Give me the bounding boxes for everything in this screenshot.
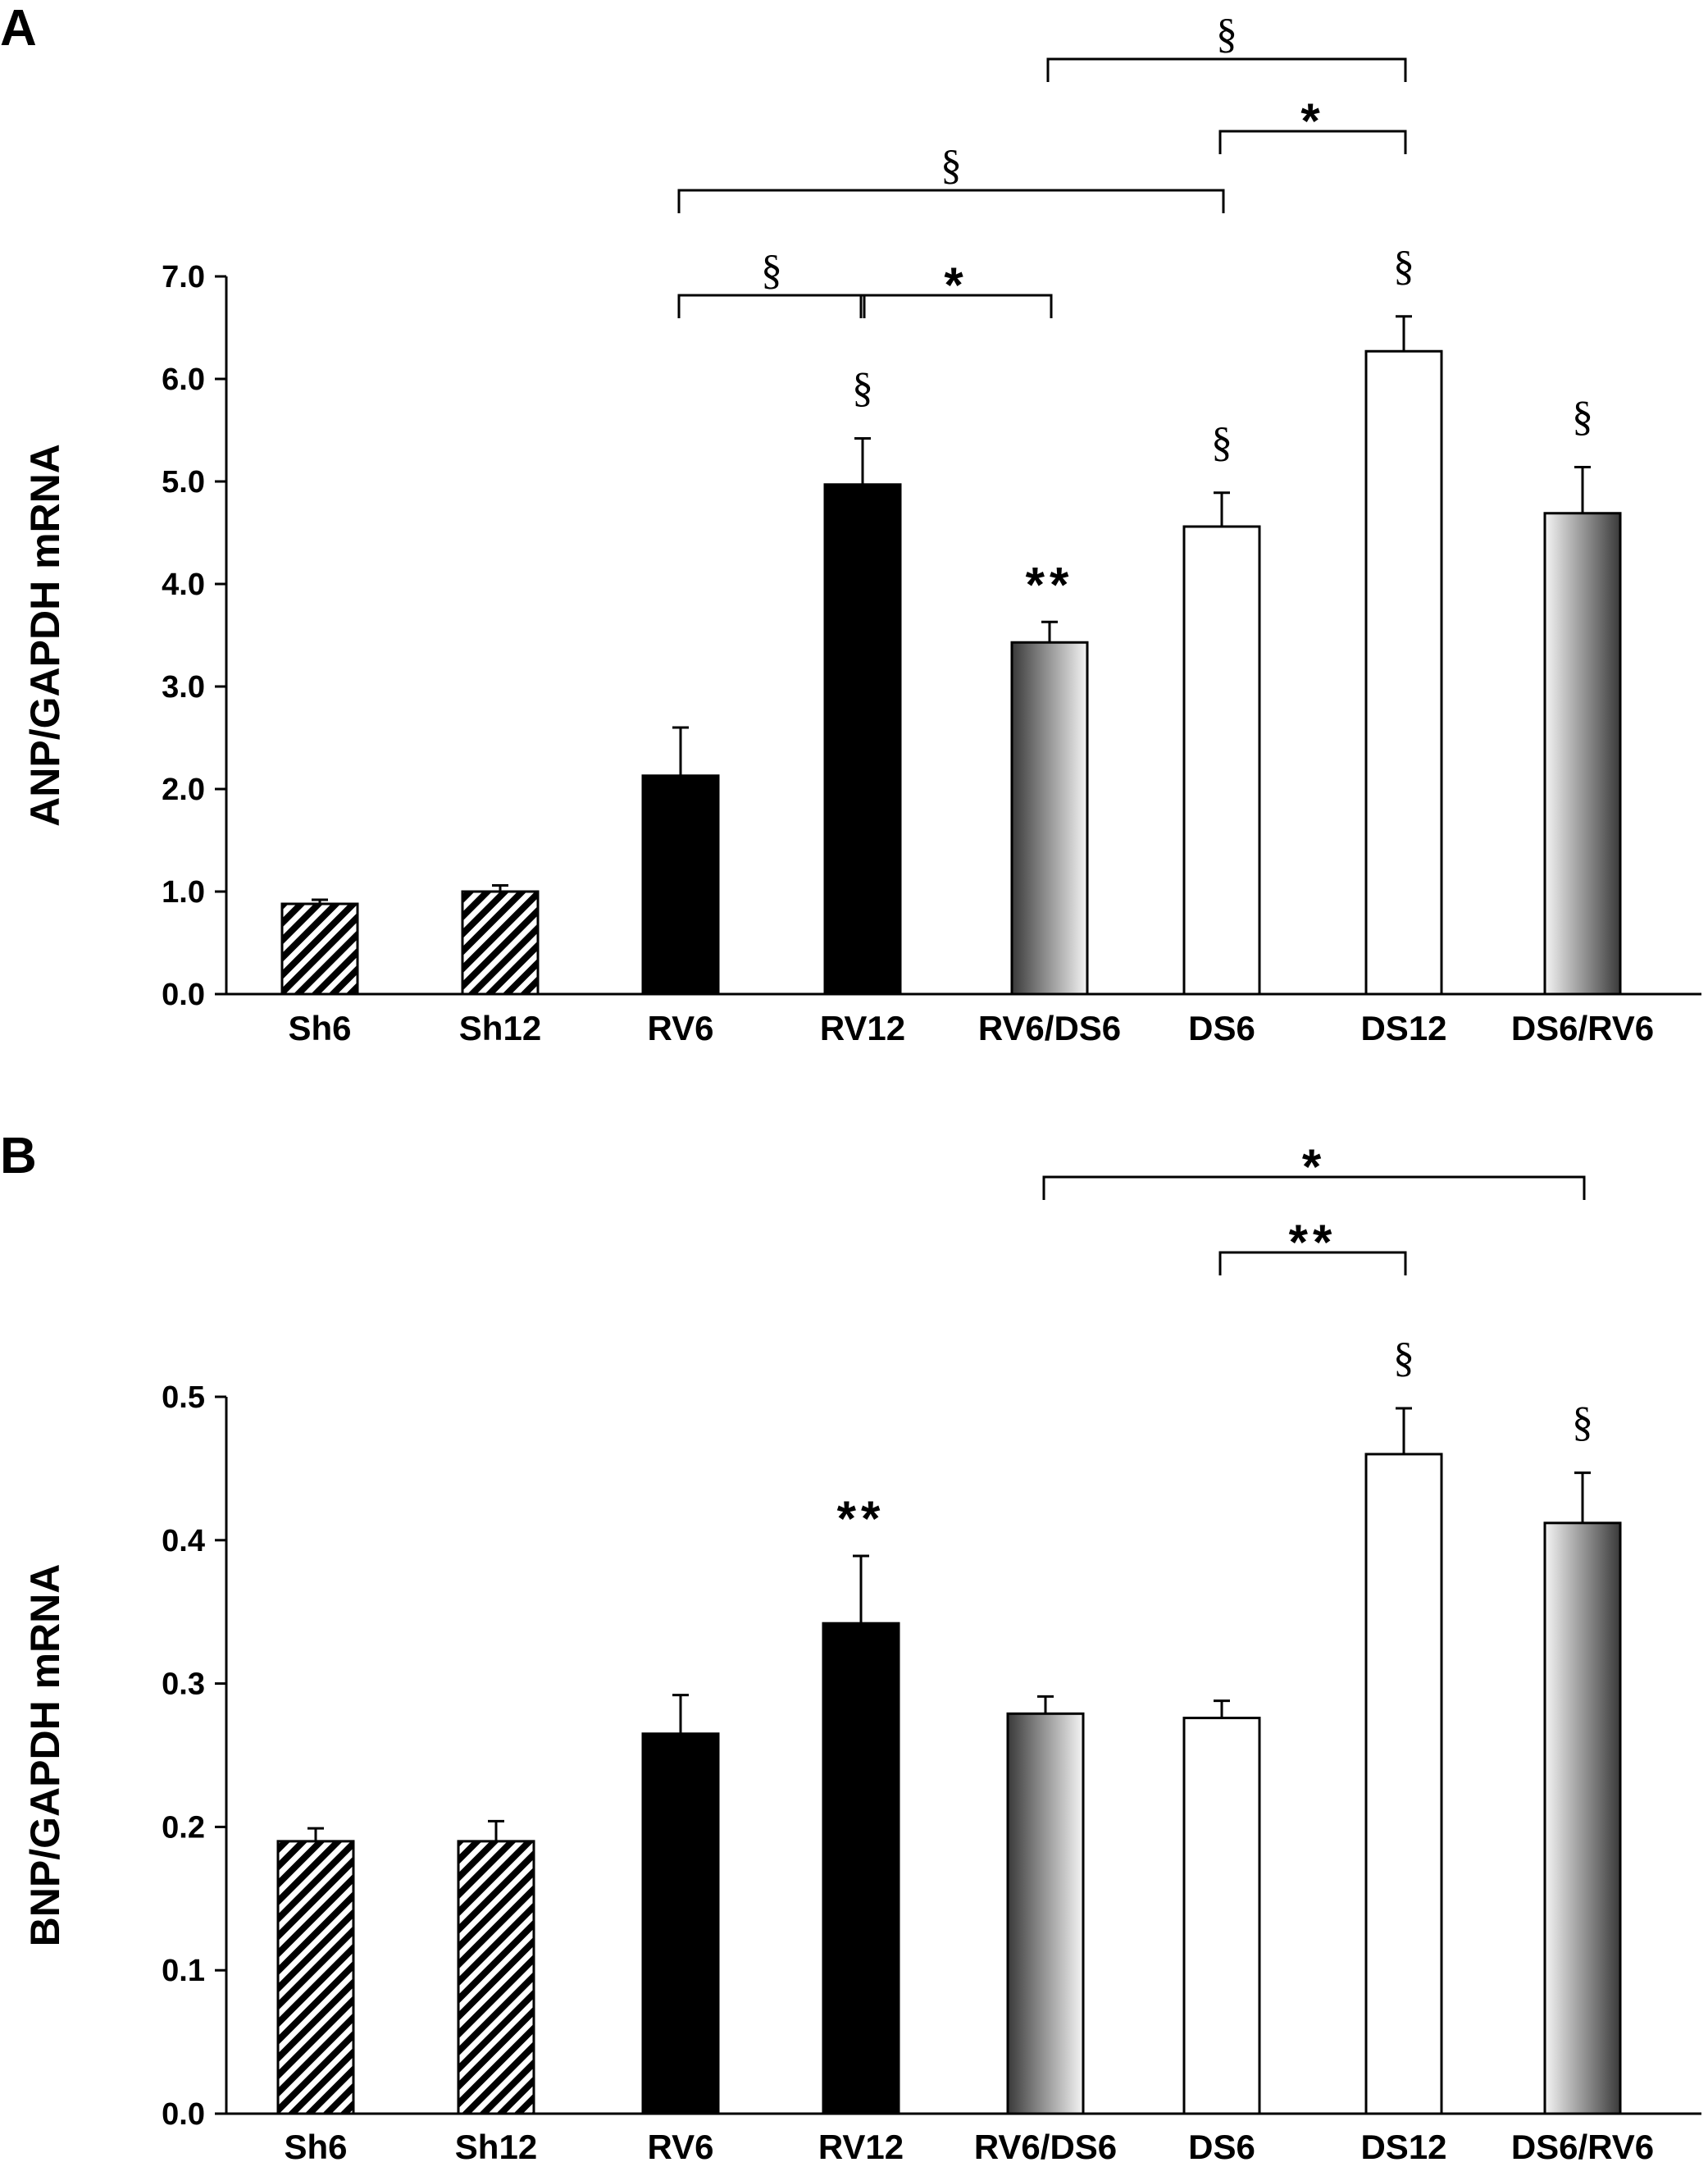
bracket-label: § — [1216, 11, 1237, 57]
y-tick-label: 7.0 — [162, 260, 205, 294]
bracket-label: § — [761, 247, 782, 294]
chart-panel-b: B BNP/GAPDH mRNA 0.0 0.1 0.2 0.3 0.4 0.5 Sh6 Sh12… — [0, 1128, 1701, 2166]
bar-rv6 — [641, 774, 720, 996]
category-label: RV12 — [820, 1009, 905, 1047]
bar-rv6 — [641, 1732, 720, 2115]
bar-rv12 — [823, 483, 902, 996]
y-tick-label: 1.0 — [162, 875, 205, 910]
bar-ds6-rv6 — [1543, 512, 1622, 996]
bracket-label: * — [1302, 1139, 1326, 1194]
category-label: DS12 — [1360, 2128, 1446, 2166]
significance-mark: § — [1572, 1399, 1593, 1446]
significance-mark: § — [1393, 243, 1414, 290]
category-label: DS6/RV6 — [1511, 1009, 1654, 1047]
comparison-bracket — [1042, 1175, 1586, 1200]
category-label: RV6/DS6 — [974, 2128, 1117, 2166]
category-label: DS6/RV6 — [1511, 2128, 1654, 2166]
y-tick-label: 0.0 — [162, 978, 205, 1012]
significance-mark: § — [1393, 1334, 1414, 1381]
bracket-label: ** — [1289, 1215, 1337, 1270]
y-tick-label: 0.3 — [162, 1667, 205, 1702]
bar-rv12 — [822, 1622, 900, 2115]
bar-ds6 — [1182, 525, 1261, 996]
significance-mark: § — [852, 365, 873, 412]
bar-sh6 — [276, 1840, 355, 2115]
y-tick-label: 4.0 — [162, 568, 205, 602]
y-tick-label: 0.1 — [162, 1954, 205, 1988]
comparison-bracket — [1218, 1251, 1407, 1275]
category-label: Sh12 — [455, 2128, 537, 2166]
y-tick-label: 3.0 — [162, 670, 205, 705]
panel-letter: A — [0, 0, 37, 57]
comparison-bracket — [859, 294, 1053, 318]
panel-letter: B — [0, 1128, 37, 1184]
category-label: RV6/DS6 — [978, 1009, 1121, 1047]
comparison-bracket — [1046, 57, 1407, 82]
category-label: DS6 — [1188, 2128, 1255, 2166]
y-tick-label: 6.0 — [162, 363, 205, 397]
y-tick-label: 5.0 — [162, 465, 205, 500]
bar-rv6-ds6 — [1006, 1712, 1085, 2115]
comparison-bracket — [677, 294, 866, 318]
chart-panel-a: A ANP/GAPDH mRNA 0.0 1.0 2.0 3.0 4.0 5.0 6.0 7.0 S… — [0, 0, 1701, 1047]
significance-mark: ** — [837, 1491, 886, 1546]
significance-mark: § — [1572, 394, 1593, 440]
category-label: Sh6 — [284, 2128, 347, 2166]
significance-mark: § — [1211, 419, 1232, 466]
y-axis-title: BNP/GAPDH mRNA — [22, 1564, 68, 1947]
y-tick-label: 0.0 — [162, 2097, 205, 2132]
bracket-label: § — [941, 142, 962, 189]
bar-ds6 — [1182, 1717, 1261, 2115]
bar-rv6-ds6 — [1010, 641, 1089, 996]
bar-ds12 — [1364, 1453, 1443, 2115]
category-label: Sh12 — [459, 1009, 541, 1047]
comparison-bracket — [1218, 130, 1407, 154]
y-tick-label: 0.4 — [162, 1524, 205, 1558]
y-tick-label: 0.2 — [162, 1810, 205, 1845]
bracket-label: * — [944, 258, 968, 312]
bar-sh6 — [280, 902, 359, 996]
category-label: DS12 — [1360, 1009, 1446, 1047]
bar-ds12 — [1364, 349, 1443, 996]
category-label: RV12 — [818, 2128, 904, 2166]
bracket-label: * — [1300, 94, 1324, 148]
category-label: RV6 — [648, 2128, 714, 2166]
bar-sh12 — [457, 1840, 535, 2115]
bar-sh12 — [461, 890, 540, 996]
comparison-bracket — [677, 189, 1225, 213]
y-axis-title: ANP/GAPDH mRNA — [22, 444, 68, 827]
category-label: RV6 — [648, 1009, 714, 1047]
y-tick-label: 0.5 — [162, 1380, 205, 1415]
category-label: DS6 — [1188, 1009, 1255, 1047]
category-label: Sh6 — [288, 1009, 351, 1047]
significance-mark: ** — [1026, 557, 1074, 612]
y-tick-label: 2.0 — [162, 773, 205, 807]
bar-ds6-rv6 — [1543, 1521, 1622, 2115]
